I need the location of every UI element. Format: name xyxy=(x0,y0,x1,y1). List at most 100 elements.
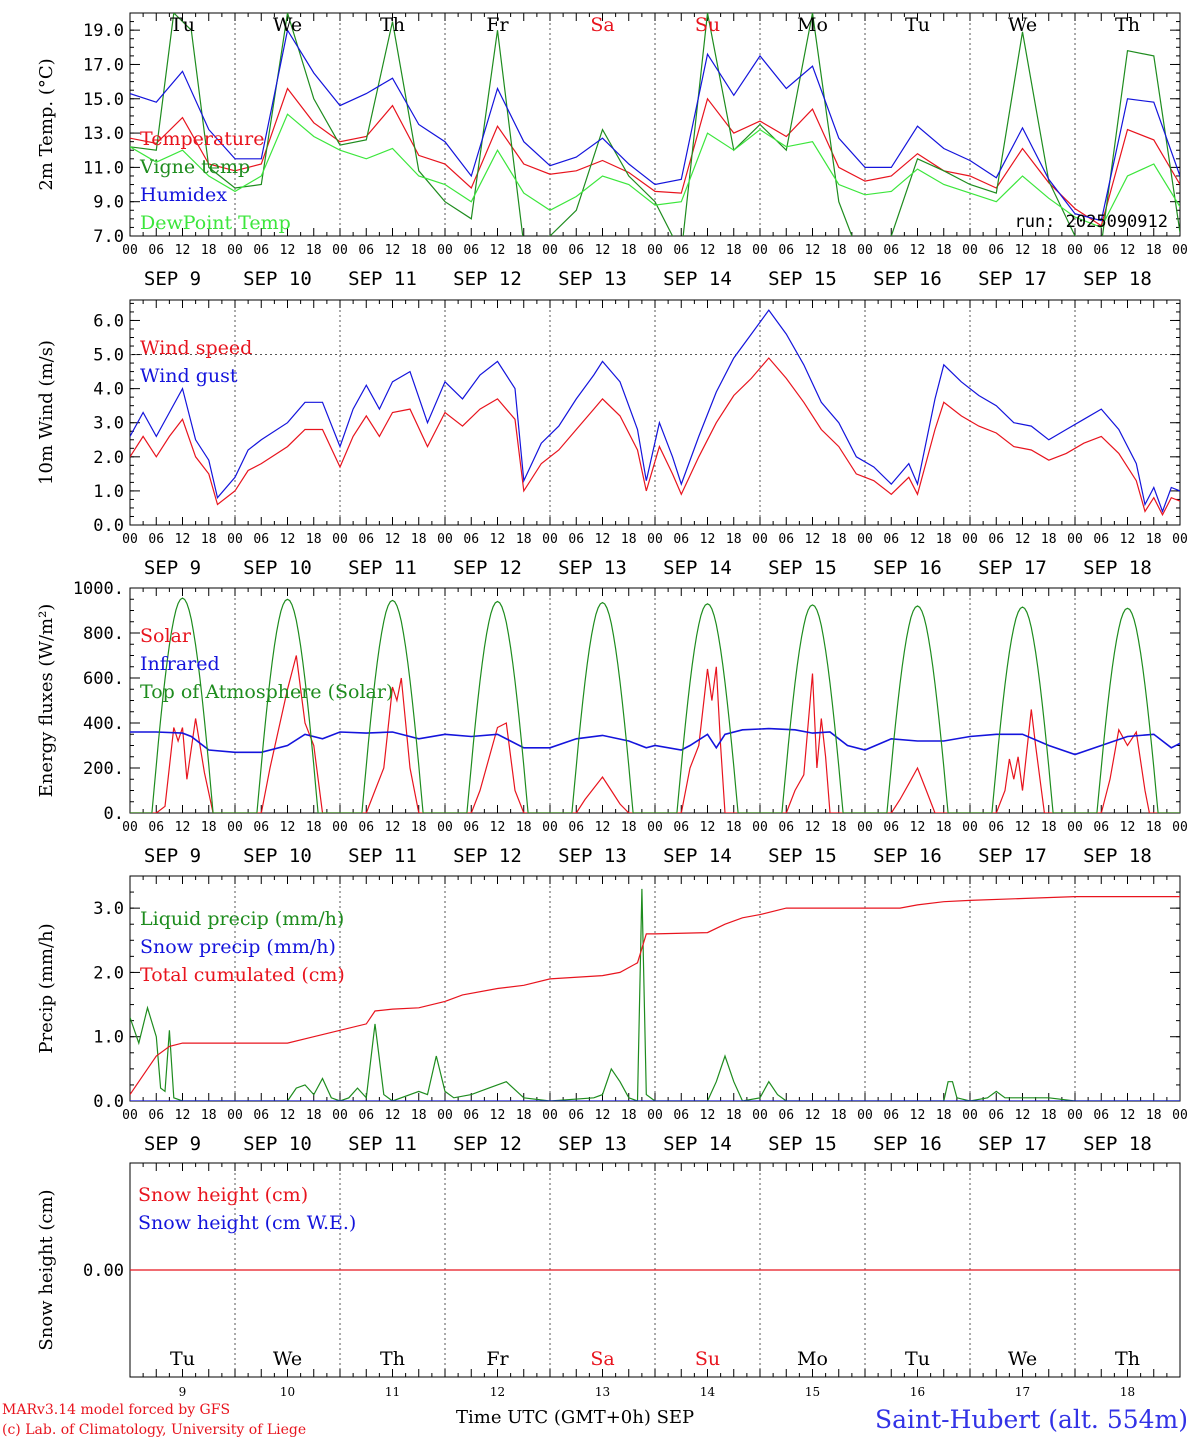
hour-label: 06 xyxy=(1093,1108,1109,1123)
hour-label: 18 xyxy=(516,532,532,547)
date-label: SEP 18 xyxy=(1083,557,1152,579)
hour-label: 06 xyxy=(988,243,1004,258)
weekday-label: We xyxy=(273,14,302,36)
weekday-label: Th xyxy=(380,1348,405,1370)
hour-label: 00 xyxy=(962,1108,978,1123)
hour-label: 18 xyxy=(726,1108,742,1123)
series-group xyxy=(130,13,1180,236)
weekday-label: Tu xyxy=(905,1348,930,1370)
hour-label: 06 xyxy=(568,820,584,835)
hour-label: 12 xyxy=(385,532,401,547)
hour-label: 12 xyxy=(280,532,296,547)
hour-label: 18 xyxy=(1041,820,1057,835)
date-label: SEP 17 xyxy=(978,845,1047,867)
hour-label: 06 xyxy=(148,532,164,547)
hour-label: 12 xyxy=(1120,532,1136,547)
hour-label: 18 xyxy=(411,532,427,547)
weekday-label: Fr xyxy=(486,1348,509,1370)
weekday-label: Tu xyxy=(170,14,195,36)
hour-label: 18 xyxy=(936,820,952,835)
hour-label: 18 xyxy=(516,243,532,258)
hour-label: 12 xyxy=(385,1108,401,1123)
date-label: SEP 11 xyxy=(348,557,417,579)
hour-label: 12 xyxy=(700,820,716,835)
date-label: SEP 13 xyxy=(558,845,627,867)
y-tick-label: 0.0 xyxy=(93,516,124,536)
y-axis-label: Energy fluxes (W/m²) xyxy=(36,604,57,798)
hour-label: 12 xyxy=(595,820,611,835)
series-line-infrared xyxy=(130,727,1180,756)
temperature-panel: 7.0 9.0 11.0 13.0 15.0 17.0 19.0 2m Temp. (°C) T… xyxy=(36,12,1188,290)
y-tick-label: 3.0 xyxy=(93,414,124,434)
hour-label: 06 xyxy=(988,1108,1004,1123)
date-label: SEP 9 xyxy=(144,845,201,867)
hour-label: 00 xyxy=(437,532,453,547)
date-label: SEP 18 xyxy=(1083,1133,1152,1155)
hour-label: 18 xyxy=(201,820,217,835)
hour-label: 06 xyxy=(778,532,794,547)
hour-label: 12 xyxy=(1120,820,1136,835)
hour-label: 06 xyxy=(1093,243,1109,258)
hour-label: 18 xyxy=(306,243,322,258)
hour-label: 06 xyxy=(253,820,269,835)
series-line-temperature xyxy=(130,87,1180,227)
hour-label: 12 xyxy=(1015,820,1031,835)
hour-label: 18 xyxy=(306,820,322,835)
hour-label: 06 xyxy=(673,532,689,547)
day-number-label: 18 xyxy=(1120,1385,1135,1399)
hour-label: 12 xyxy=(490,532,506,547)
weekday-label: Th xyxy=(1115,14,1140,36)
weekday-label: Sa xyxy=(590,14,614,36)
hour-label: 06 xyxy=(673,243,689,258)
hour-label: 06 xyxy=(253,1108,269,1123)
hour-label: 18 xyxy=(936,532,952,547)
hour-label: 06 xyxy=(883,532,899,547)
day-number-label: 14 xyxy=(700,1385,716,1399)
hour-label: 12 xyxy=(595,1108,611,1123)
hour-label: 00 xyxy=(752,243,768,258)
hour-label: 18 xyxy=(831,532,847,547)
hour-label: 12 xyxy=(910,243,926,258)
footer-lab: (c) Lab. of Climatology, University of L… xyxy=(2,1422,306,1438)
hour-label: 12 xyxy=(805,820,821,835)
hour-label: 00 xyxy=(647,1108,663,1123)
date-label: SEP 12 xyxy=(453,845,522,867)
hour-label: 00 xyxy=(437,243,453,258)
date-label: SEP 13 xyxy=(558,557,627,579)
hour-label: 00 xyxy=(332,1108,348,1123)
series-line-total-cumulated-cm- xyxy=(130,896,1180,1095)
weekday-label: Th xyxy=(380,14,405,36)
footer-model: MARv3.14 model forced by GFS xyxy=(2,1402,230,1418)
y-axis-label: 2m Temp. (°C) xyxy=(36,58,57,190)
weekday-label: We xyxy=(1008,1348,1037,1370)
hour-label: 18 xyxy=(831,1108,847,1123)
hour-label: 12 xyxy=(595,243,611,258)
y-tick-label: 1.0 xyxy=(93,482,124,502)
date-label: SEP 9 xyxy=(144,1133,201,1155)
date-label: SEP 10 xyxy=(243,1133,312,1155)
hour-label: 18 xyxy=(1146,243,1162,258)
hour-label: 06 xyxy=(358,1108,374,1123)
hour-label: 00 xyxy=(857,1108,873,1123)
wind-panel: 0.0 1.0 2.0 3.0 4.0 5.0 6.0 10m Wind (m/s) Wind … xyxy=(36,299,1188,579)
date-label: SEP 10 xyxy=(243,845,312,867)
hour-label: 00 xyxy=(122,1108,138,1123)
date-label: SEP 9 xyxy=(144,268,201,290)
hour-label: 00 xyxy=(332,532,348,547)
weekday-label: We xyxy=(273,1348,302,1370)
hour-label: 12 xyxy=(175,243,191,258)
weekday-label: Mo xyxy=(797,1348,828,1370)
hour-label: 00 xyxy=(437,820,453,835)
series-line-wind-gust xyxy=(130,309,1180,514)
hour-label: 18 xyxy=(1146,532,1162,547)
hour-label: 00 xyxy=(542,243,558,258)
legend-entry: Snow height (cm) xyxy=(138,1184,308,1206)
hour-label: 12 xyxy=(700,1108,716,1123)
hour-label: 18 xyxy=(411,820,427,835)
hour-label: 06 xyxy=(568,1108,584,1123)
hour-label: 00 xyxy=(1172,243,1188,258)
y-tick-label: 800. xyxy=(83,624,124,644)
snow-panel: 0.00 Snow height (cm) Snow height (cm) Snow… xyxy=(36,1162,1181,1399)
date-label: SEP 10 xyxy=(243,557,312,579)
